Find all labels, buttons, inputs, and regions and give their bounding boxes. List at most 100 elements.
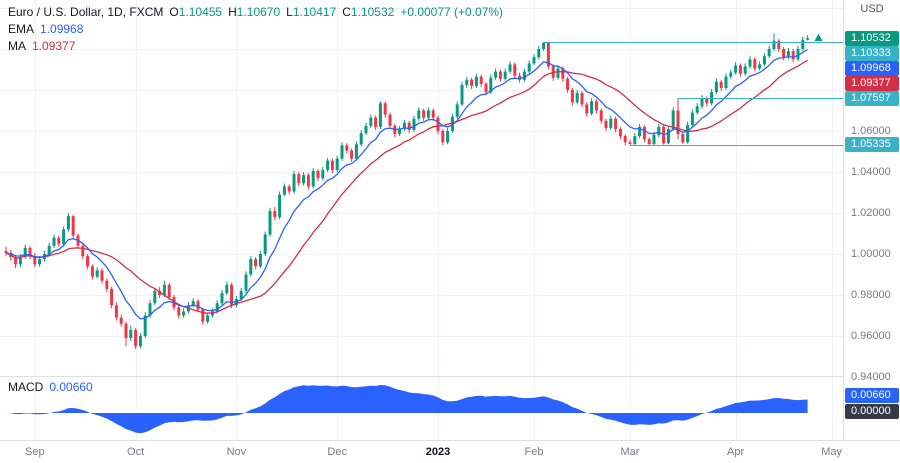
candle[interactable] <box>604 118 608 131</box>
candle[interactable] <box>119 314 123 327</box>
candle[interactable] <box>426 107 430 120</box>
candle[interactable] <box>508 61 512 74</box>
candle[interactable] <box>316 168 320 182</box>
candle[interactable] <box>95 267 99 279</box>
candle[interactable] <box>590 98 594 116</box>
candle[interactable] <box>642 124 646 143</box>
candle[interactable] <box>753 57 757 72</box>
candle[interactable] <box>446 127 450 145</box>
candle[interactable] <box>786 48 790 60</box>
candle[interactable] <box>513 62 517 79</box>
candle[interactable] <box>700 95 704 109</box>
candle[interactable] <box>4 246 8 257</box>
price-pane[interactable]: Euro / U.S. Dollar, 1D, FXCM O1.10455 H1.1… <box>0 0 843 376</box>
candle[interactable] <box>638 123 642 139</box>
candle[interactable] <box>474 73 478 88</box>
candle[interactable] <box>110 286 114 309</box>
candle[interactable] <box>758 61 762 71</box>
candle[interactable] <box>52 234 56 248</box>
candle[interactable] <box>302 172 306 186</box>
candle[interactable] <box>738 63 742 77</box>
candle[interactable] <box>311 167 315 189</box>
candle[interactable] <box>743 63 747 76</box>
candle[interactable] <box>402 119 406 131</box>
candle[interactable] <box>628 139 632 145</box>
candle[interactable] <box>729 69 733 79</box>
candle[interactable] <box>297 172 301 187</box>
candle[interactable] <box>575 90 579 105</box>
candle[interactable] <box>62 226 66 246</box>
candle[interactable] <box>105 278 109 292</box>
candle[interactable] <box>138 332 142 349</box>
candle[interactable] <box>801 36 805 52</box>
candle[interactable] <box>57 235 61 247</box>
candle[interactable] <box>326 157 330 172</box>
candle[interactable] <box>556 65 560 80</box>
candle[interactable] <box>585 102 589 117</box>
price-chart-canvas[interactable] <box>0 0 843 376</box>
candle[interactable] <box>455 101 459 119</box>
candle[interactable] <box>666 125 670 145</box>
candle[interactable] <box>609 115 613 130</box>
candle[interactable] <box>518 72 522 83</box>
candle[interactable] <box>599 108 603 124</box>
candle[interactable] <box>167 282 171 301</box>
candle[interactable] <box>66 213 70 232</box>
candle[interactable] <box>566 76 570 94</box>
macd-chart-canvas[interactable] <box>0 377 843 440</box>
candle[interactable] <box>407 120 411 134</box>
candle[interactable] <box>686 121 690 144</box>
candle[interactable] <box>220 289 224 306</box>
candle[interactable] <box>90 264 94 280</box>
candle[interactable] <box>393 123 397 138</box>
candle[interactable] <box>546 41 550 70</box>
candle[interactable] <box>806 35 810 41</box>
candle[interactable] <box>143 312 147 339</box>
candle[interactable] <box>465 76 469 88</box>
candle[interactable] <box>719 79 723 91</box>
candle[interactable] <box>580 91 584 108</box>
candle[interactable] <box>114 302 118 321</box>
ma-line[interactable] <box>5 59 808 314</box>
candle[interactable] <box>100 268 104 284</box>
candle[interactable] <box>206 312 210 324</box>
candle[interactable] <box>162 280 166 298</box>
candle[interactable] <box>33 253 37 268</box>
candle[interactable] <box>748 56 752 69</box>
candle[interactable] <box>359 130 363 147</box>
candle[interactable] <box>681 132 685 145</box>
candle[interactable] <box>340 142 344 161</box>
candle[interactable] <box>532 54 536 66</box>
price-axis[interactable]: USD 1.06000 1.04000 1.02000 1.00000 0.98000 0… <box>843 0 900 440</box>
candle[interactable] <box>422 108 426 121</box>
candle[interactable] <box>767 45 771 59</box>
candle[interactable] <box>690 109 694 127</box>
candle[interactable] <box>383 101 387 118</box>
candle[interactable] <box>647 137 651 145</box>
candle[interactable] <box>201 307 205 325</box>
candle[interactable] <box>268 207 272 237</box>
candle[interactable] <box>412 115 416 132</box>
candle[interactable] <box>762 53 766 67</box>
candle[interactable] <box>695 103 699 115</box>
candle[interactable] <box>460 81 464 107</box>
candle[interactable] <box>287 184 291 195</box>
candle[interactable] <box>345 143 349 154</box>
candle[interactable] <box>335 155 339 172</box>
candle[interactable] <box>734 62 738 75</box>
ma-legend[interactable]: MA 1.09377 <box>8 38 503 54</box>
candle[interactable] <box>129 325 133 342</box>
candle[interactable] <box>791 49 795 63</box>
candle[interactable] <box>537 45 541 60</box>
candle[interactable] <box>71 215 75 239</box>
ema-legend[interactable]: EMA 1.09968 <box>8 21 503 37</box>
candle[interactable] <box>153 287 157 306</box>
candle[interactable] <box>244 271 248 293</box>
candle[interactable] <box>705 96 709 107</box>
symbol-header[interactable]: Euro / U.S. Dollar, 1D, FXCM O1.10455 H1.1… <box>8 4 503 20</box>
candle[interactable] <box>417 107 421 121</box>
candle[interactable] <box>623 134 627 146</box>
candle[interactable] <box>249 256 253 277</box>
candle[interactable] <box>369 114 373 128</box>
macd-pane[interactable]: MACD 0.00660 <box>0 376 843 440</box>
